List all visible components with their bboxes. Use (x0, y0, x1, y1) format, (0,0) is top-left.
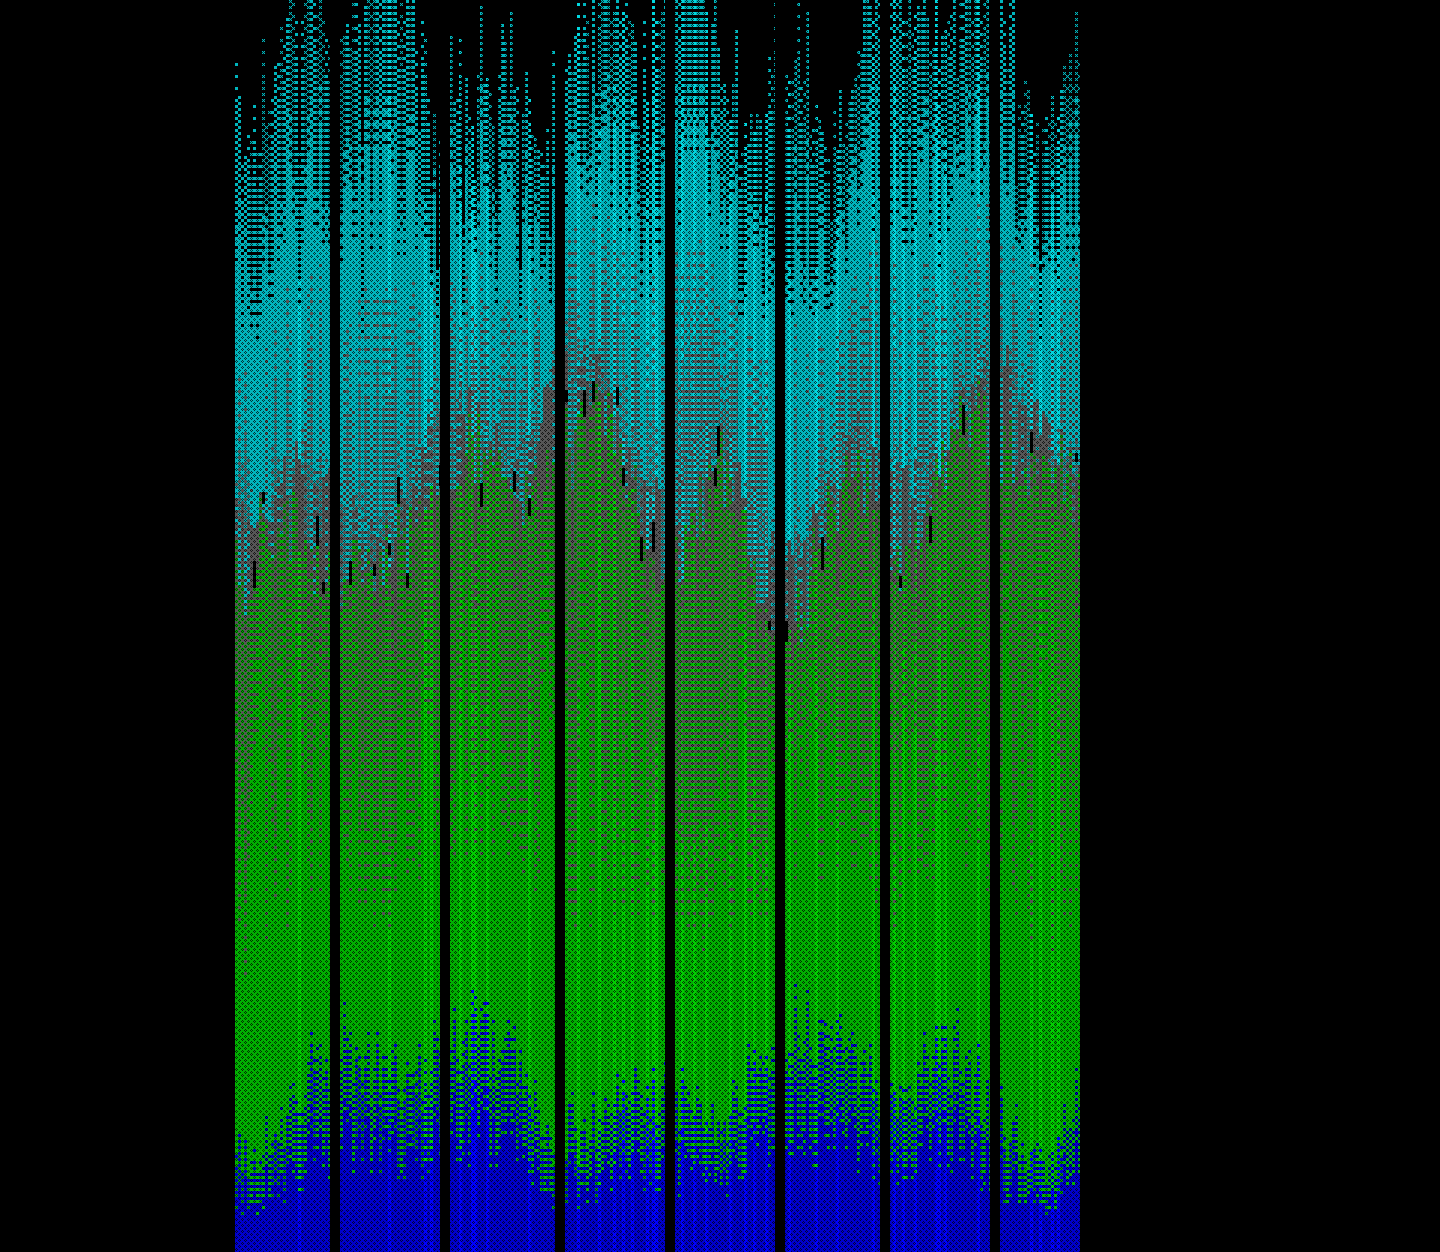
dithered-bar-plot (235, 0, 1080, 1252)
dither-canvas (235, 0, 1080, 1252)
